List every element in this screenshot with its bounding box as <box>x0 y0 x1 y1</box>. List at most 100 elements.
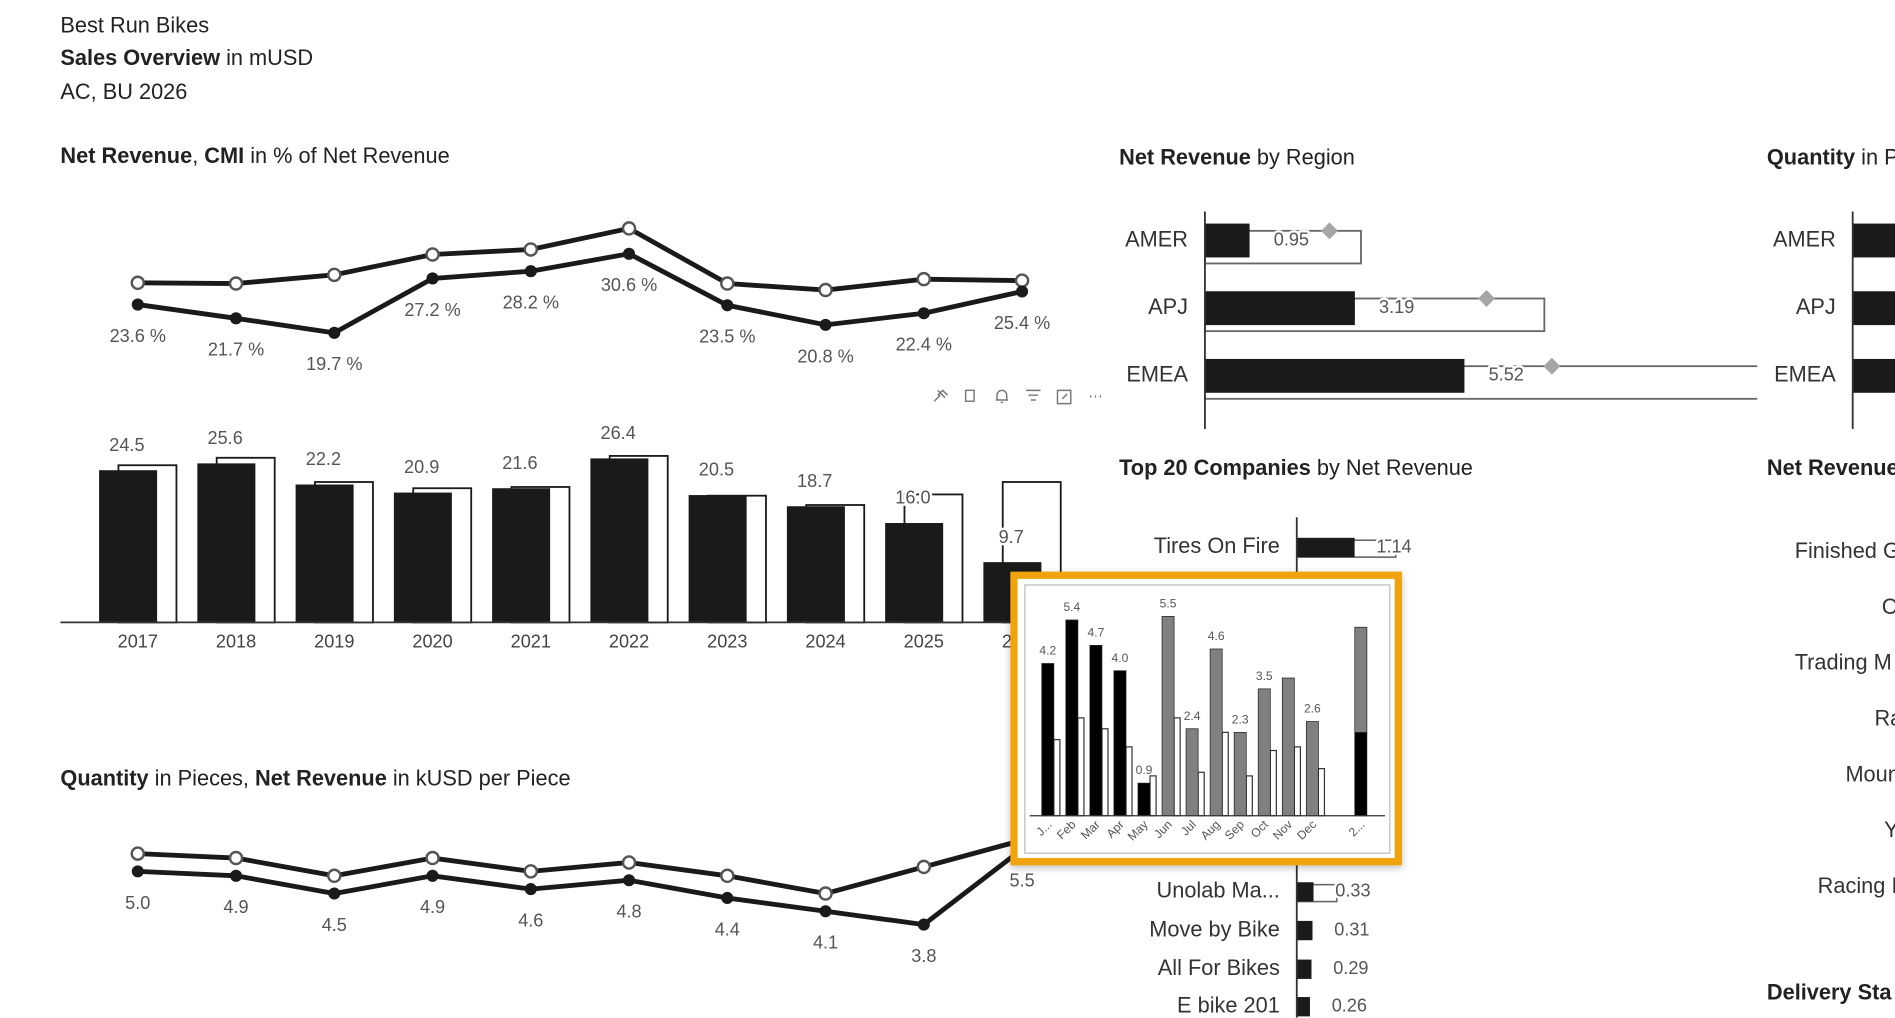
bar <box>1041 663 1055 817</box>
copy-icon[interactable] <box>964 389 975 402</box>
data-label: 4.9 <box>223 897 248 917</box>
reference-point <box>818 886 833 901</box>
bar <box>1296 537 1355 558</box>
category-label: EMEA <box>1126 362 1188 387</box>
actual-point <box>819 905 832 918</box>
budget-marker <box>1543 357 1561 375</box>
data-label: 1.14 <box>1376 536 1411 556</box>
title-part: in % of Net Revenue <box>244 143 450 168</box>
actual-point <box>917 307 930 320</box>
page-title-main: Sales Overview <box>60 45 220 70</box>
bar-label: 20.5 <box>699 460 734 480</box>
bar <box>1204 291 1355 326</box>
reference-point <box>425 247 440 262</box>
reference-point <box>523 864 539 879</box>
data-label: 0.31 <box>1334 919 1369 939</box>
bar <box>1137 782 1151 817</box>
chart-title: Quantity in P <box>1767 144 1895 169</box>
popup: 4.2J...5.4Feb4.7Mar4.0Apr0.9May5.5Jun2.4… <box>1010 571 1402 866</box>
data-label: 4.6 <box>518 911 543 931</box>
bar-label: 2.6 <box>1304 702 1321 716</box>
bar-label: 21.6 <box>502 453 537 473</box>
x-tick-label: 2019 <box>314 632 354 652</box>
bar <box>295 484 354 623</box>
data-label: 4.8 <box>616 902 641 922</box>
bar-label: 2.3 <box>1232 712 1249 726</box>
actual-point <box>426 272 439 285</box>
data-label: 0.29 <box>1333 958 1368 978</box>
filter-icon[interactable] <box>1026 389 1041 401</box>
title-part: CMI <box>204 143 244 168</box>
category-label: Moun <box>1845 761 1895 786</box>
category-label: Unolab Ma... <box>1157 878 1280 903</box>
bar-label: 9.7 <box>999 527 1024 547</box>
bar <box>1296 997 1310 1017</box>
x-tick-label: 2020 <box>412 632 452 652</box>
reference-bar <box>1149 775 1157 817</box>
chart-title: Net Revenue <box>1767 455 1895 480</box>
page-title-unit: in mUSD <box>220 45 313 70</box>
bar-label: 2.4 <box>1184 709 1201 723</box>
actual-point <box>328 326 341 339</box>
x-tick-label: 2025 <box>904 632 944 652</box>
stack-bar <box>1354 626 1368 733</box>
reference-bar <box>1245 775 1253 817</box>
actual-line <box>137 847 1024 928</box>
bar <box>1204 223 1250 258</box>
bar-label: 0.9 <box>1136 763 1153 777</box>
bar <box>1089 645 1103 817</box>
bar <box>1233 732 1247 817</box>
data-label: 5.5 <box>1009 871 1034 891</box>
focus-icon[interactable] <box>1056 389 1072 405</box>
actual-point <box>229 312 243 325</box>
reference-bar <box>1053 739 1061 817</box>
bar <box>197 463 256 623</box>
actual-point <box>524 883 537 896</box>
data-label: 3.19 <box>1379 297 1414 317</box>
reference-point <box>327 868 342 884</box>
reference-point <box>327 267 342 283</box>
chart-title: Delivery Sta <box>1767 979 1892 1004</box>
actual-point <box>131 298 144 311</box>
category-label: AMER <box>1773 226 1836 251</box>
bar-cut <box>1852 358 1895 393</box>
x-tick-label: 2018 <box>216 632 256 652</box>
bar-label: 24.5 <box>109 435 144 455</box>
bar-cut <box>1852 291 1895 326</box>
actual-point <box>1016 285 1029 298</box>
bar <box>492 488 551 623</box>
reference-point <box>916 859 932 875</box>
data-label: 25.4 % <box>994 313 1050 333</box>
bar <box>1296 920 1313 941</box>
bar <box>786 506 845 623</box>
reference-bar <box>1197 771 1205 817</box>
category-label: Trading M <box>1795 650 1892 675</box>
reference-bar <box>1293 746 1301 817</box>
page-title: Sales Overview in mUSD <box>60 45 313 70</box>
title-part: Delivery Sta <box>1767 979 1892 1004</box>
bar-label: 22.2 <box>306 449 341 469</box>
reference-point <box>130 275 146 291</box>
reference-point <box>720 276 735 291</box>
reference-bar <box>1077 717 1085 817</box>
bar <box>1257 688 1271 817</box>
reference-point <box>1014 273 1030 288</box>
title-part: by Net Revenue <box>1311 455 1473 480</box>
title-part: in Pieces, <box>149 765 255 790</box>
bar-label: 5.5 <box>1160 596 1177 610</box>
bar-label: 4.2 <box>1039 644 1056 658</box>
data-label: 0.95 <box>1274 229 1309 249</box>
reference-point <box>621 221 637 236</box>
x-tick-label: 2022 <box>609 632 649 652</box>
title-part: Net Revenue <box>1119 144 1251 169</box>
title-part: Quantity <box>60 765 148 790</box>
bar <box>1209 648 1223 817</box>
reference-bar <box>1317 768 1326 817</box>
bar <box>1305 721 1319 817</box>
reference-bar <box>1125 746 1133 817</box>
data-label: 23.5 % <box>699 327 755 347</box>
alert-icon[interactable] <box>995 389 1008 404</box>
actual-point <box>819 318 832 331</box>
bar <box>590 458 649 623</box>
pin-icon[interactable] <box>933 389 949 402</box>
